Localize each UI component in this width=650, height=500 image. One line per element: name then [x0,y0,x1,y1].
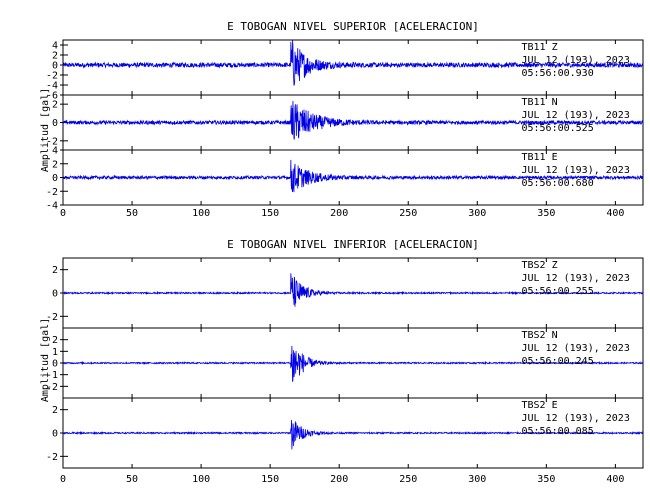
x-tick-label: 100 [192,208,210,219]
time-label: 05:56:00.525 [521,123,593,134]
y-tick-label: 0 [52,118,58,129]
y-tick-label: 2 [52,335,58,346]
y-tick-label: -6 [46,91,58,102]
x-tick-label: 50 [126,208,138,219]
y-tick-label: 2 [52,51,58,62]
y-tick-label: 0 [52,173,58,184]
y-tick-label: 2 [52,405,58,416]
x-tick-label: 100 [192,474,210,485]
y-tick-label: -2 [46,136,58,147]
x-tick-label: 50 [126,474,138,485]
y-tick-label: 0 [52,289,58,300]
waveform-trace [62,273,644,307]
x-tick-label: 150 [261,474,279,485]
y-tick-label: -2 [46,382,58,393]
y-tick-label: -2 [46,187,58,198]
x-tick-label: 0 [60,208,66,219]
x-tick-label: 300 [468,208,486,219]
y-tick-label: 0 [52,429,58,440]
y-tick-label: -2 [46,71,58,82]
station-label: TB11 N [521,97,557,108]
y-tick-label: -2 [46,312,58,323]
x-tick-label: 0 [60,474,66,485]
y-axis-label: Amplitud [gal] [40,318,51,402]
waveform-trace [62,419,644,450]
x-tick-label: 150 [261,208,279,219]
y-tick-label: 0 [52,61,58,72]
x-tick-label: 350 [537,474,555,485]
y-tick-label: -2 [46,452,58,463]
time-label: 05:56:00.680 [521,178,593,189]
date-label: JUL 12 (193), 2023 [521,110,629,121]
x-tick-label: 200 [330,208,348,219]
date-label: JUL 12 (193), 2023 [521,273,629,284]
chart-title: E TOBOGAN NIVEL INFERIOR [ACELERACION] [227,238,479,251]
date-label: JUL 12 (193), 2023 [521,343,629,354]
y-tick-label: -4 [46,81,58,92]
date-label: JUL 12 (193), 2023 [521,165,629,176]
x-tick-label: 200 [330,474,348,485]
station-label: TBS2 Z [521,260,557,271]
date-label: JUL 12 (193), 2023 [521,413,629,424]
station-label: TB11 Z [521,42,557,53]
x-tick-label: 350 [537,208,555,219]
y-tick-label: 2 [52,159,58,170]
y-tick-label: 4 [52,41,58,52]
station-label: TB11 E [521,152,557,163]
y-tick-label: 4 [52,146,58,157]
waveform-trace [62,159,644,193]
x-tick-label: 250 [399,474,417,485]
chart-title: E TOBOGAN NIVEL SUPERIOR [ACELERACION] [227,20,479,33]
x-tick-label: 250 [399,208,417,219]
time-label: 05:56:00.255 [521,286,593,297]
time-label: 05:56:00.930 [521,68,593,79]
y-tick-label: -1 [46,370,58,381]
waveform-trace [62,345,644,382]
x-tick-label: 300 [468,474,486,485]
y-axis-label: Amplitud [gal] [40,88,51,172]
date-label: JUL 12 (193), 2023 [521,55,629,66]
x-tick-label: 400 [606,208,624,219]
station-label: TBS2 E [521,400,557,411]
y-tick-label: 2 [52,100,58,111]
time-label: 05:56:00.245 [521,356,593,367]
waveform-trace [62,101,644,140]
waveform-trace [62,40,644,86]
y-tick-label: -4 [46,201,58,212]
time-label: 05:56:00.085 [521,426,593,437]
station-label: TBS2 N [521,330,557,341]
y-tick-label: 0 [52,359,58,370]
y-tick-label: 1 [52,347,58,358]
x-tick-label: 400 [606,474,624,485]
y-tick-label: 2 [52,265,58,276]
